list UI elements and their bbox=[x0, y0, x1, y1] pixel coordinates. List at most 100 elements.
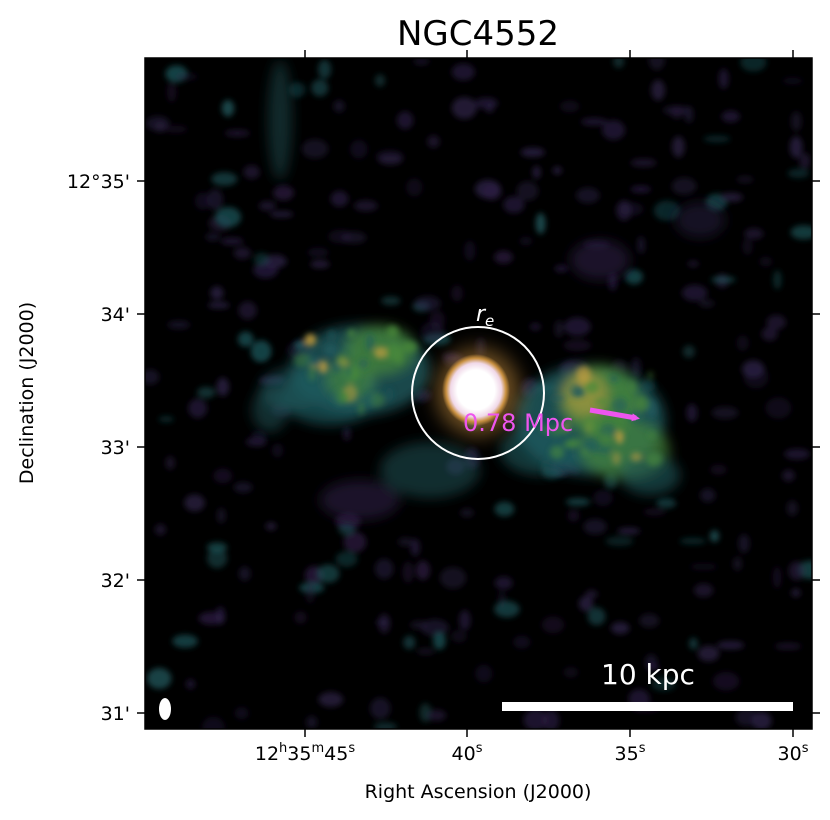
noise-blob bbox=[563, 667, 578, 678]
plot-frame bbox=[144, 57, 813, 730]
emission-clump bbox=[615, 430, 624, 444]
effective-radius-label: re bbox=[476, 302, 494, 330]
noise-blob bbox=[145, 116, 170, 131]
noise-blob bbox=[774, 643, 802, 650]
emission-clump bbox=[294, 340, 307, 350]
noise-blob bbox=[250, 430, 267, 444]
noise-blob bbox=[759, 256, 772, 267]
emission-clump bbox=[563, 440, 579, 449]
y-tick-label-35: 12°35' bbox=[67, 171, 130, 193]
noise-blob bbox=[732, 556, 743, 571]
emission-clump bbox=[358, 358, 369, 369]
noise-blob bbox=[761, 326, 778, 341]
emission-clump bbox=[386, 343, 402, 361]
emission-blob bbox=[675, 202, 725, 238]
emission-blob bbox=[320, 480, 400, 520]
noise-blob bbox=[305, 583, 315, 604]
emission-clump bbox=[634, 396, 650, 412]
noise-blob bbox=[318, 692, 344, 707]
scale-bar-label: 10 kpc bbox=[601, 658, 695, 691]
noise-blob bbox=[238, 566, 251, 581]
noise-blob bbox=[333, 100, 345, 113]
noise-blob bbox=[662, 105, 691, 115]
y-axis-label: Declination (J2000) bbox=[16, 302, 38, 484]
noise-blob bbox=[653, 200, 681, 221]
distance-label: 0.78 Mpc bbox=[463, 409, 573, 437]
noise-blob bbox=[343, 531, 367, 553]
noise-blob bbox=[530, 323, 541, 331]
noise-blob bbox=[374, 74, 386, 87]
emission-blob bbox=[268, 60, 292, 180]
noise-blob bbox=[552, 166, 562, 175]
noise-blob bbox=[742, 238, 753, 255]
noise-blob bbox=[216, 507, 226, 524]
noise-blob bbox=[243, 165, 260, 179]
emission-clump bbox=[629, 380, 636, 392]
noise-blob bbox=[516, 181, 539, 201]
emission-clump bbox=[293, 353, 312, 367]
emission-clump bbox=[344, 364, 352, 379]
noise-blob bbox=[605, 536, 634, 546]
noise-blob bbox=[710, 276, 736, 283]
noise-blob bbox=[398, 537, 414, 547]
x-tick-label-30: 30s bbox=[778, 741, 809, 765]
noise-blob bbox=[433, 631, 446, 650]
noise-blob bbox=[578, 596, 594, 612]
noise-blob bbox=[460, 508, 474, 518]
noise-blob bbox=[207, 189, 224, 211]
noise-blob bbox=[263, 254, 287, 269]
emission-clump bbox=[630, 452, 643, 462]
noise-blob bbox=[224, 129, 250, 137]
emission-clump bbox=[609, 375, 619, 383]
noise-blob bbox=[617, 527, 641, 535]
emission-clump bbox=[547, 469, 565, 477]
noise-blob bbox=[576, 187, 600, 204]
noise-blob bbox=[766, 314, 786, 330]
noise-blob bbox=[420, 322, 445, 343]
emission-clump bbox=[347, 329, 355, 338]
noise-blob bbox=[415, 560, 430, 580]
noise-blob bbox=[211, 172, 238, 186]
noise-blob bbox=[311, 79, 329, 97]
noise-blob bbox=[751, 711, 772, 729]
noise-blob bbox=[354, 200, 378, 212]
noise-blob bbox=[184, 494, 205, 512]
emission-clump bbox=[595, 446, 612, 454]
emission-clump bbox=[544, 428, 552, 435]
beam-ellipse bbox=[159, 698, 171, 720]
noise-blob bbox=[773, 566, 782, 589]
noise-blob bbox=[427, 135, 440, 148]
noise-blob bbox=[519, 236, 533, 246]
noise-blob bbox=[221, 100, 235, 117]
noise-blob bbox=[164, 125, 188, 133]
noise-blob bbox=[207, 548, 228, 569]
noise-blob bbox=[342, 427, 351, 441]
emission-blob bbox=[500, 425, 580, 475]
emission-clump bbox=[335, 388, 348, 405]
noise-blob bbox=[700, 488, 716, 503]
noise-blob bbox=[330, 190, 349, 207]
noise-blob bbox=[396, 111, 414, 130]
noise-blob bbox=[273, 185, 294, 201]
noise-blob bbox=[307, 247, 329, 258]
noise-blob bbox=[709, 530, 720, 543]
noise-blob bbox=[718, 68, 729, 89]
noise-blob bbox=[593, 489, 613, 506]
noise-blob bbox=[410, 538, 421, 557]
y-ticks bbox=[137, 180, 820, 714]
noise-blob bbox=[253, 252, 270, 266]
noise-blob bbox=[306, 716, 318, 729]
noise-blob bbox=[736, 335, 749, 351]
noise-blob bbox=[202, 716, 225, 729]
emission-clump bbox=[641, 379, 656, 392]
noise-blob bbox=[310, 260, 330, 269]
noise-blob bbox=[451, 63, 475, 81]
noise-blob bbox=[426, 709, 447, 722]
emission-clump bbox=[542, 460, 549, 477]
emission-clump bbox=[385, 387, 394, 402]
noise-blob bbox=[773, 270, 782, 290]
emission-clump bbox=[646, 452, 662, 467]
noise-blob bbox=[198, 611, 225, 625]
noise-blob bbox=[317, 564, 340, 583]
noise-blob bbox=[402, 561, 414, 583]
